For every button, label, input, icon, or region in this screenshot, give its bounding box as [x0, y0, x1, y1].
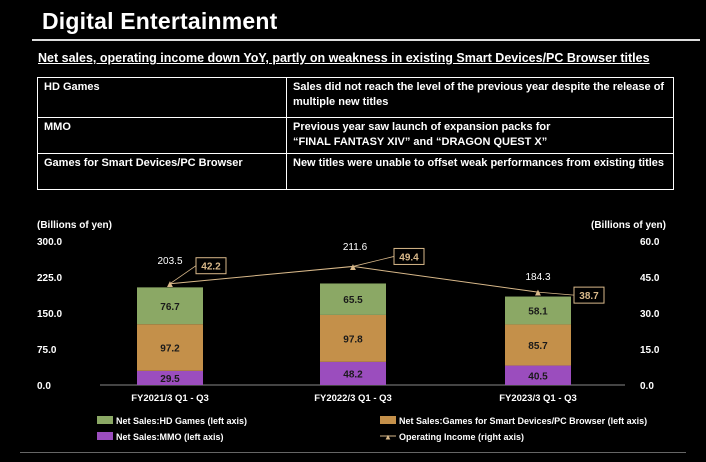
table-row: Games for Smart Devices/PC Browser New t… — [37, 153, 674, 190]
legend-label: Net Sales:HD Games (left axis) — [116, 416, 247, 426]
table-row: HD Games Sales did not reach the level o… — [37, 77, 674, 118]
legend-swatch — [380, 416, 396, 424]
left-tick-label: 300.0 — [37, 237, 62, 248]
right-tick-label: 30.0 — [640, 309, 660, 320]
segment-cell: MMO — [37, 117, 287, 154]
legend-label: Net Sales:MMO (left axis) — [116, 432, 224, 442]
bar-segment — [505, 296, 571, 325]
segment-cell: HD Games — [37, 77, 287, 118]
bar-segment — [320, 283, 386, 315]
comment-cell: New titles were unable to offset weak pe… — [286, 153, 674, 190]
chart-svg: (Billions of yen) (Billions of yen) 300.0 2… — [37, 220, 666, 442]
left-tick-label: 225.0 — [37, 273, 62, 284]
legend-swatch — [97, 416, 113, 424]
category-label: FY2023/3 Q1 - Q3 — [499, 393, 577, 404]
operating-income-label-box — [573, 286, 605, 304]
right-tick-label: 15.0 — [640, 345, 660, 356]
comment-line: Previous year saw launch of expansion pa… — [293, 121, 551, 133]
bar-value-label: 97.2 — [160, 344, 180, 355]
left-axis-unit: (Billions of yen) — [37, 220, 112, 231]
leader-line — [537, 291, 575, 296]
legend-swatch — [97, 432, 113, 440]
total-label: 184.3 — [525, 272, 550, 283]
operating-income-marker: ▲ — [165, 279, 175, 290]
operating-income-value-label: 42.2 — [201, 262, 221, 273]
legend-label: Net Sales:Games for Smart Devices/PC Bro… — [399, 416, 647, 426]
total-label: 203.5 — [157, 256, 182, 267]
bar-value-label: 48.2 — [343, 369, 363, 380]
bar-value-label: 58.1 — [528, 306, 548, 317]
leader-line — [352, 256, 395, 267]
category-label: FY2021/3 Q1 - Q3 — [131, 393, 209, 404]
operating-income-marker: ▲ — [533, 288, 543, 299]
comment-cell: Previous year saw launch of expansion pa… — [286, 117, 674, 154]
left-tick-label: 75.0 — [37, 345, 57, 356]
bar-segment — [320, 314, 386, 362]
bar-value-label: 85.7 — [528, 341, 548, 352]
bar-segment — [505, 365, 571, 385]
headline: Net sales, operating income down YoY, pa… — [38, 51, 650, 65]
comment-line: “FINAL FANTASY XIV” and “DRAGON QUEST X” — [293, 136, 548, 148]
bar-value-label: 40.5 — [528, 371, 548, 382]
bar-segment — [505, 324, 571, 366]
operating-income-value-label: 38.7 — [579, 291, 599, 302]
comment-cell: Sales did not reach the level of the pre… — [286, 77, 674, 118]
right-tick-label: 0.0 — [640, 381, 654, 392]
bar-segment — [137, 287, 203, 325]
table-row: MMO Previous year saw launch of expansio… — [37, 117, 674, 154]
segment-cell: Games for Smart Devices/PC Browser — [37, 153, 287, 190]
title-divider — [32, 39, 700, 41]
legend-label: Operating Income (right axis) — [399, 432, 524, 442]
total-label: 211.6 — [343, 242, 368, 253]
right-tick-label: 60.0 — [640, 237, 660, 248]
leader-line — [169, 265, 197, 285]
bar-value-label: 29.5 — [160, 374, 180, 385]
operating-income-line — [169, 265, 539, 293]
legend-marker: ▲ — [384, 433, 392, 442]
bar-value-label: 76.7 — [160, 302, 180, 313]
bottom-divider — [20, 452, 686, 453]
bar-segment — [137, 324, 203, 371]
operating-income-label-box — [393, 247, 425, 265]
bar-segment — [320, 361, 386, 385]
operating-income-value-label: 49.4 — [399, 252, 419, 263]
left-tick-label: 0.0 — [37, 381, 51, 392]
bar-segment — [137, 370, 203, 385]
segment-table: HD Games Sales did not reach the level o… — [37, 77, 674, 190]
right-axis-unit: (Billions of yen) — [591, 220, 666, 231]
right-tick-label: 45.0 — [640, 273, 660, 284]
bar-value-label: 97.8 — [343, 334, 363, 345]
operating-income-label-box — [195, 257, 227, 275]
category-label: FY2022/3 Q1 - Q3 — [314, 393, 392, 404]
bar-value-label: 65.5 — [343, 295, 363, 306]
operating-income-marker: ▲ — [348, 262, 358, 273]
left-tick-label: 150.0 — [37, 309, 62, 320]
sales-chart: (Billions of yen) (Billions of yen) 300.0 2… — [0, 210, 706, 457]
page-title: Digital Entertainment — [42, 8, 278, 34]
